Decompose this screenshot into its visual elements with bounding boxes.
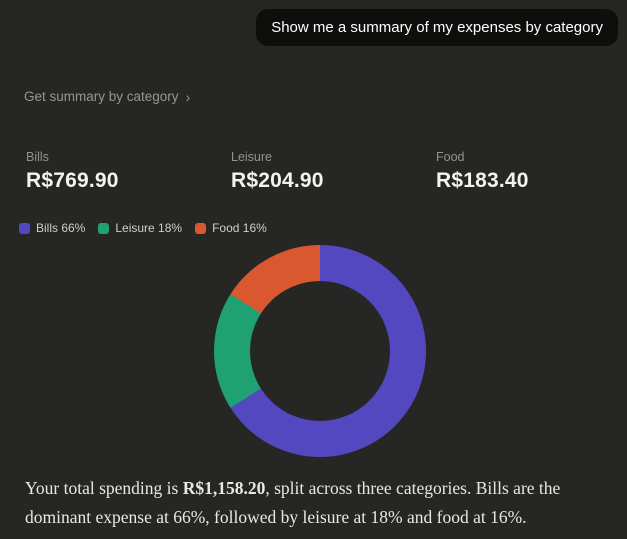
legend-label: Leisure 18% (115, 221, 183, 235)
category-stats-row: Bills R$769.90 Leisure R$204.90 Food R$1… (26, 150, 627, 193)
stat-label: Bills (26, 150, 49, 164)
legend-label: Food 16% (212, 221, 267, 235)
legend-swatch (98, 222, 110, 234)
legend-item-bills: Bills 66% (19, 221, 85, 235)
stat-bills: Bills R$769.90 (26, 150, 231, 193)
chevron-right-icon: › (185, 88, 191, 105)
donut-hole (250, 281, 390, 421)
summary-prefix: Your total spending is (25, 478, 183, 498)
stat-value: R$183.40 (436, 169, 529, 192)
legend-item-leisure: Leisure 18% (98, 221, 182, 235)
legend-label: Bills 66% (36, 221, 86, 235)
spending-summary-text: Your total spending is R$1,158.20, split… (25, 474, 585, 532)
stat-value: R$204.90 (231, 169, 324, 192)
stat-food: Food R$183.40 (436, 150, 627, 193)
user-message-bubble: Show me a summary of my expenses by cate… (256, 9, 618, 46)
get-summary-link[interactable]: Get summary by category › (24, 89, 190, 104)
legend-swatch (19, 222, 30, 234)
get-summary-label: Get summary by category (24, 89, 179, 104)
stat-label: Food (436, 150, 465, 164)
donut-chart (214, 245, 426, 457)
summary-suffix: , split across three categories. Bills a… (25, 478, 561, 527)
summary-total: R$1,158.20 (182, 478, 266, 498)
legend-swatch (195, 222, 207, 234)
legend-item-food: Food 16% (195, 221, 267, 235)
stat-value: R$769.90 (26, 169, 119, 192)
stat-label: Leisure (231, 150, 272, 164)
chart-legend: Bills 66% Leisure 18% Food 16% (19, 221, 267, 235)
stat-leisure: Leisure R$204.90 (231, 150, 436, 193)
